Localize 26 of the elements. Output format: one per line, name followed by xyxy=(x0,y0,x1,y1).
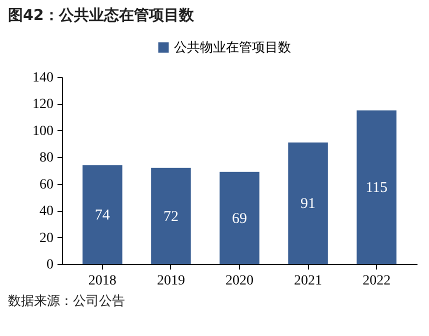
bar xyxy=(220,172,260,264)
bar xyxy=(151,168,191,264)
y-tick-label: 140 xyxy=(32,70,54,86)
y-tick-label: 0 xyxy=(46,258,54,272)
chart-title: 图42：公共业态在管项目数 xyxy=(7,5,195,26)
bar xyxy=(82,165,122,264)
y-tick-label: 40 xyxy=(40,204,54,220)
y-tick-label: 120 xyxy=(32,97,54,112)
x-tick-label: 2022 xyxy=(362,274,391,288)
x-tick-label: 2021 xyxy=(294,274,322,288)
data-label: 115 xyxy=(366,180,388,196)
data-label: 74 xyxy=(94,208,110,224)
x-tick-label: 2019 xyxy=(156,274,185,288)
data-label: 72 xyxy=(163,208,178,225)
bar xyxy=(288,142,328,264)
x-tick-label: 2020 xyxy=(226,274,254,288)
y-tick-label: 60 xyxy=(40,177,54,192)
legend-label: 公共物业在管项目数 xyxy=(174,40,291,56)
y-tick-label: 20 xyxy=(40,230,54,246)
bar xyxy=(356,110,396,264)
y-tick-label: 80 xyxy=(40,150,54,166)
x-tick-label: 2018 xyxy=(88,274,116,288)
source-note: 数据来源：公司公告 xyxy=(7,293,126,310)
y-tick-label: 100 xyxy=(32,124,54,139)
data-label: 69 xyxy=(232,210,247,227)
data-label: 91 xyxy=(300,196,316,212)
